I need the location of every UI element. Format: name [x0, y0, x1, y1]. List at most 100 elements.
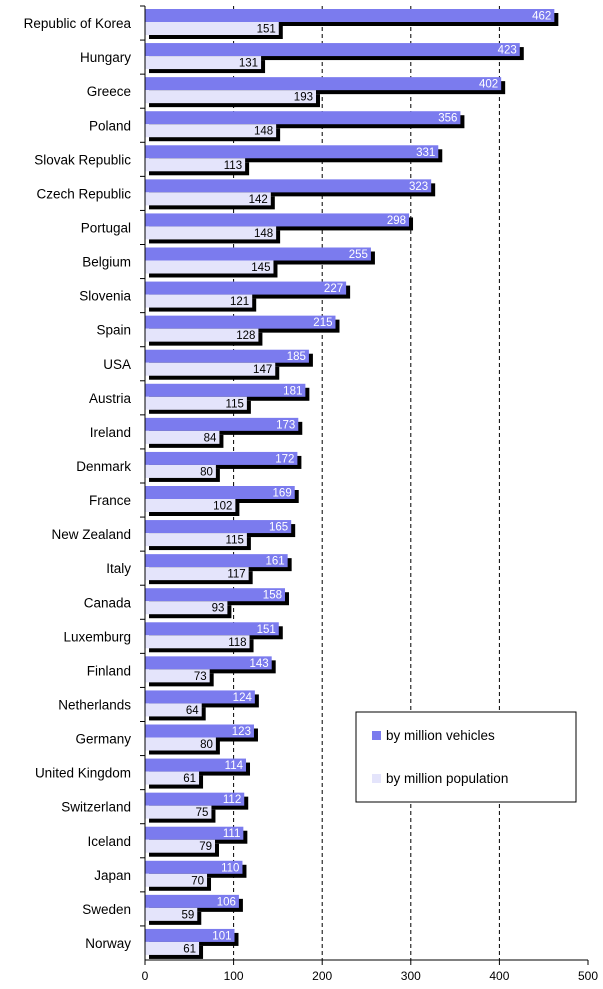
category-label: Finland	[87, 663, 131, 678]
category-label: France	[89, 493, 131, 508]
value-label-vehicles: 215	[313, 317, 332, 329]
value-label-vehicles: 151	[257, 624, 276, 636]
category-label: Greece	[87, 84, 131, 99]
value-label-population: 79	[199, 841, 212, 853]
bar-vehicles	[145, 281, 347, 295]
x-tick-label: 0	[142, 969, 149, 983]
bar-vehicles	[145, 554, 288, 568]
axes	[140, 5, 589, 965]
value-label-vehicles: 356	[438, 113, 457, 125]
value-label-population: 131	[239, 58, 258, 70]
value-label-vehicles: 172	[275, 453, 294, 465]
value-label-population: 70	[191, 875, 204, 887]
legend-box	[355, 711, 577, 803]
value-label-vehicles: 143	[250, 658, 269, 670]
bar-vehicles	[145, 43, 520, 57]
gridlines	[233, 6, 500, 960]
bar-vehicles	[145, 622, 279, 636]
x-tick-label: 500	[578, 969, 598, 983]
category-labels: Republic of Korea Hungary Greece Poland Slov…	[24, 16, 132, 951]
bar-population	[145, 464, 216, 478]
bar-vehicles	[145, 383, 306, 397]
bar-population	[145, 328, 259, 342]
value-label-population: 75	[196, 807, 209, 819]
value-label-population: 148	[254, 126, 273, 138]
bar-vehicles	[145, 588, 285, 602]
value-label-population: 142	[249, 194, 268, 206]
value-label-population: 128	[236, 330, 255, 342]
value-label-population: 115	[226, 398, 244, 410]
value-label-vehicles: 323	[409, 181, 428, 193]
bar-vehicles	[145, 520, 292, 534]
category-label: Denmark	[76, 459, 131, 474]
category-label: Netherlands	[58, 697, 131, 712]
value-label-vehicles: 124	[233, 692, 253, 704]
value-label-population: 121	[230, 296, 249, 308]
bar-vehicles	[145, 179, 432, 193]
bar-vehicles	[145, 928, 235, 942]
category-label: Japan	[94, 868, 131, 883]
bar-population	[145, 22, 279, 35]
value-label-vehicles: 112	[223, 794, 241, 806]
bar-population	[145, 907, 198, 921]
bar-population	[145, 567, 249, 581]
value-label-population: 193	[294, 92, 313, 104]
x-tick-label: 100	[224, 969, 244, 983]
bar-population	[145, 362, 276, 376]
bar-population	[145, 90, 316, 104]
value-label-population: 93	[212, 603, 225, 615]
value-label-population: 117	[227, 569, 245, 581]
bar-population	[145, 635, 250, 649]
value-label-population: 148	[254, 228, 273, 240]
category-label: Austria	[89, 391, 132, 406]
value-label-vehicles: 110	[221, 862, 239, 874]
value-label-vehicles: 185	[287, 351, 306, 363]
bar-vehicles	[145, 213, 410, 227]
value-label-vehicles: 173	[276, 419, 295, 431]
bar-vehicles	[145, 486, 295, 499]
legend-swatch	[372, 774, 381, 783]
legend-label: by million population	[386, 771, 508, 786]
bar-population	[145, 124, 277, 138]
bar-population	[145, 839, 215, 853]
bar-population	[145, 260, 274, 274]
value-label-vehicles: 111	[223, 828, 240, 840]
category-label: Germany	[75, 732, 131, 747]
value-label-vehicles: 462	[532, 11, 551, 23]
bar-population	[145, 737, 216, 751]
bar-vehicles	[145, 758, 247, 772]
category-label: Czech Republic	[36, 186, 131, 201]
bar-vehicles	[145, 315, 336, 329]
value-label-population: 102	[213, 501, 232, 513]
value-label-vehicles: 298	[387, 215, 406, 227]
category-label: Republic of Korea	[24, 16, 132, 31]
bar-population	[145, 396, 247, 410]
bar-vehicles	[145, 656, 272, 670]
category-label: Portugal	[81, 220, 131, 235]
value-label-vehicles: 181	[283, 385, 302, 397]
bar-population	[145, 873, 208, 887]
value-label-vehicles: 331	[416, 147, 435, 159]
bar-population	[145, 703, 202, 717]
value-label-vehicles: 101	[212, 930, 231, 942]
value-label-vehicles: 106	[217, 896, 236, 908]
legend-label: by million vehicles	[386, 728, 495, 743]
value-label-population: 84	[204, 432, 217, 444]
category-label: Slovenia	[79, 289, 131, 304]
value-label-population: 151	[257, 24, 276, 36]
bar-vehicles	[145, 792, 245, 806]
value-label-population: 73	[194, 671, 207, 683]
value-label-population: 80	[200, 466, 213, 478]
value-label-vehicles: 165	[269, 522, 288, 534]
bar-vehicles	[145, 349, 309, 363]
x-tick-label: 300	[401, 969, 421, 983]
category-label: Belgium	[82, 255, 131, 270]
legend-swatch	[372, 731, 381, 740]
x-tick-label: 400	[489, 969, 509, 983]
bar-population	[145, 533, 247, 547]
category-label: Italy	[106, 561, 131, 576]
category-label: Switzerland	[61, 800, 131, 815]
value-label-vehicles: 158	[263, 590, 282, 602]
category-label: Sweden	[82, 902, 131, 917]
